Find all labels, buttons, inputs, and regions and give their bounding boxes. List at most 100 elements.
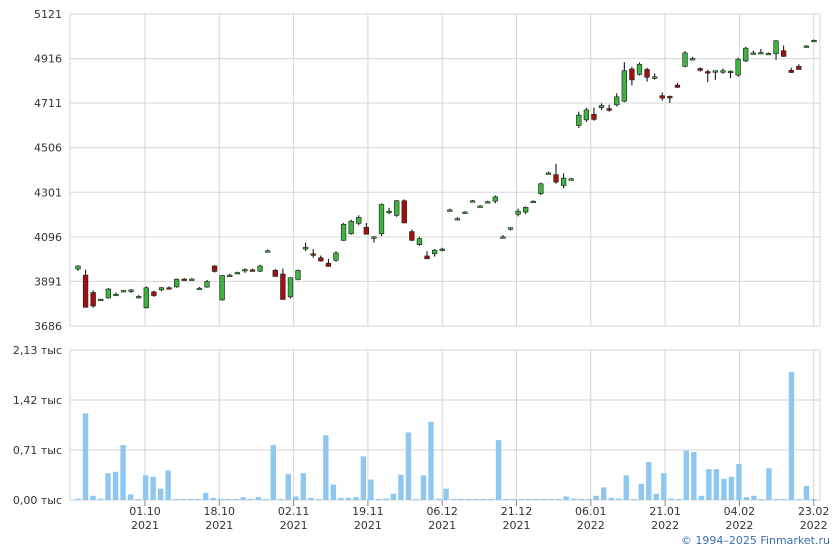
volume-bar: [398, 474, 404, 500]
volume-bar: [263, 499, 269, 500]
volume-bar: [758, 499, 765, 500]
volume-bar: [210, 497, 216, 500]
volume-bar: [165, 470, 171, 500]
candle-body: [598, 105, 605, 109]
candle-body: [606, 108, 612, 111]
candle-body: [515, 210, 521, 215]
volume-bar: [82, 413, 89, 500]
x-tick-date: 18.10: [204, 505, 236, 518]
x-tick-date: 04.02: [724, 505, 756, 518]
volume-bar: [525, 499, 532, 500]
volume-bar: [540, 499, 547, 500]
volume-bar: [330, 484, 337, 500]
candle-body: [424, 255, 430, 260]
volume-bar: [721, 478, 727, 500]
volume-bar: [796, 499, 802, 500]
volume-bar: [428, 421, 434, 500]
candle-body: [697, 68, 703, 71]
candle-body: [553, 174, 559, 183]
volume-bar: [450, 499, 457, 500]
volume-bar: [353, 497, 359, 500]
volume-bar: [405, 432, 412, 500]
x-tick-year: 2022: [725, 519, 753, 532]
x-tick-year: 2022: [577, 519, 605, 532]
candle-body: [530, 200, 536, 203]
candle-body: [705, 71, 711, 74]
candle-body: [735, 59, 741, 76]
candle-body: [333, 252, 339, 261]
price-tick-label: 4096: [34, 231, 62, 244]
volume-bar: [248, 499, 254, 500]
candle-body: [272, 270, 278, 277]
volume-bar: [480, 499, 487, 500]
volume-bar: [293, 496, 299, 500]
volume-bar: [240, 497, 246, 500]
volume-bar: [473, 499, 479, 500]
volume-bar: [773, 499, 780, 500]
candle-body: [644, 69, 650, 78]
candle-body: [401, 200, 407, 224]
price-tick-label: 4916: [34, 53, 62, 66]
volume-bar: [187, 499, 194, 500]
volume-bar: [270, 445, 276, 500]
volume-bar: [646, 461, 652, 500]
volume-bar: [585, 499, 592, 500]
candle-body: [356, 216, 362, 224]
candle-body: [507, 227, 514, 230]
candle-body: [568, 178, 574, 181]
candle-body: [371, 236, 377, 239]
volume-bars: [75, 371, 817, 500]
candle-body: [249, 269, 256, 272]
candle-body: [773, 40, 779, 55]
volume-bar: [157, 488, 164, 500]
x-tick-date: 23.02: [798, 505, 830, 518]
candle-body: [227, 274, 233, 277]
volume-bar: [728, 476, 735, 500]
volume-bar: [623, 475, 629, 500]
candle-body: [158, 287, 165, 291]
candle-body: [113, 293, 119, 297]
price-tick-label: 3891: [34, 275, 62, 288]
candle-body: [811, 40, 817, 43]
copyright-notice: © 1994–2025 Finmarket.ru: [680, 534, 830, 547]
volume-bar: [105, 473, 111, 500]
x-tick-year: 2021: [280, 519, 308, 532]
x-tick-year: 2021: [503, 519, 531, 532]
volume-bar: [443, 488, 449, 500]
candle-body: [462, 211, 468, 214]
candle-body: [454, 218, 461, 221]
volume-bar: [548, 499, 554, 500]
volume-bar: [127, 494, 134, 500]
volume-bar: [308, 497, 314, 500]
candle-body: [386, 210, 392, 214]
volume-bar: [180, 499, 186, 500]
volume-tick-label: 1,42 тыс: [13, 394, 62, 407]
candle-body: [409, 231, 415, 241]
volume-bar: [578, 499, 584, 500]
candle-body: [621, 70, 627, 102]
candle-body: [257, 265, 263, 272]
volume-bar: [706, 469, 712, 500]
candle-body: [636, 63, 643, 75]
candle-body: [560, 177, 567, 186]
volume-bar: [676, 499, 682, 500]
candle-body: [204, 281, 210, 288]
volume-bar: [278, 499, 284, 500]
volume-bar: [781, 499, 787, 500]
price-tick-label: 4711: [34, 97, 62, 110]
volume-bar: [766, 468, 772, 500]
x-tick-date: 19.11: [352, 505, 384, 518]
candle-body: [765, 53, 772, 56]
volume-bar: [225, 499, 231, 500]
candle-body: [196, 287, 203, 290]
candle-body: [325, 262, 332, 267]
volume-bar: [90, 495, 96, 500]
candle-body: [318, 257, 324, 262]
volume-bar: [691, 452, 697, 500]
candle-body: [447, 209, 453, 212]
volume-bar: [510, 499, 517, 500]
volume-bar: [488, 499, 494, 500]
volume-bar: [668, 498, 675, 500]
x-tick-year: 2021: [428, 519, 456, 532]
candle-body: [523, 206, 529, 213]
